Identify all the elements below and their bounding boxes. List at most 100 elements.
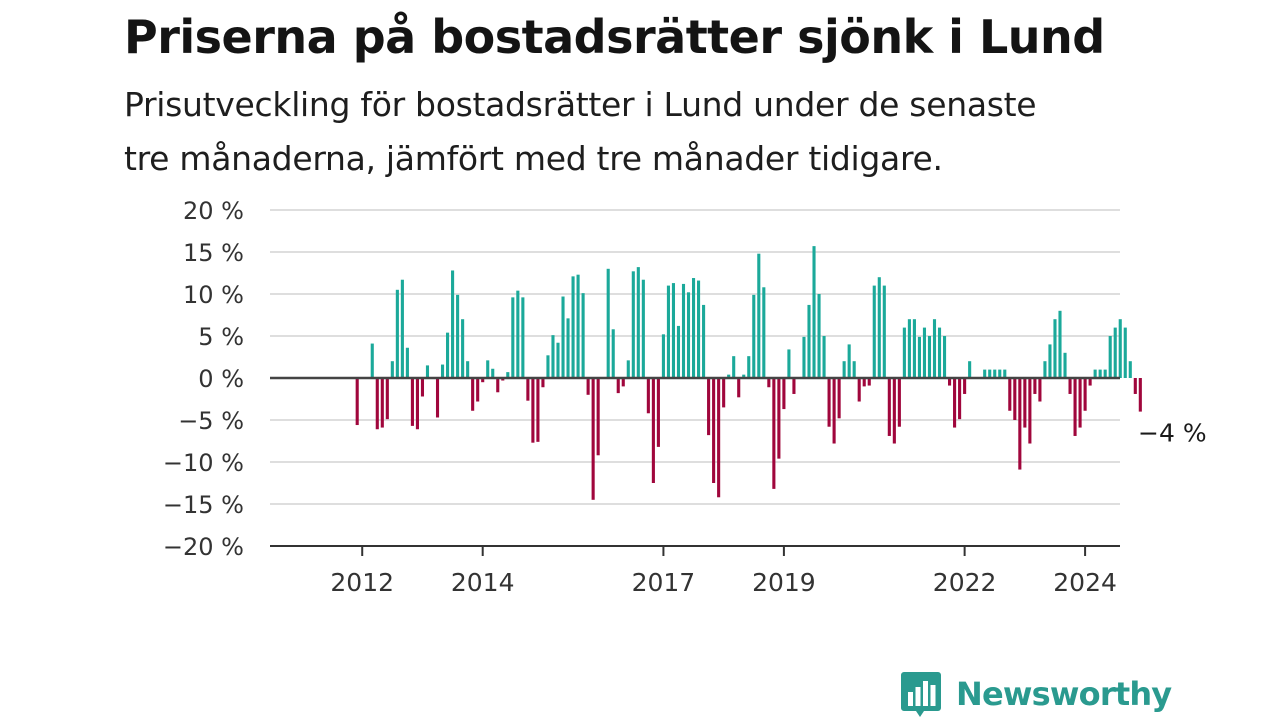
bar — [621, 378, 625, 387]
bar — [762, 287, 766, 378]
bar — [872, 285, 876, 378]
bar — [837, 378, 841, 419]
bar — [907, 319, 911, 378]
bar — [380, 378, 384, 428]
bar — [1093, 369, 1097, 378]
bar — [922, 327, 927, 378]
bar — [812, 246, 816, 378]
bar — [596, 378, 600, 456]
bar — [1108, 336, 1112, 378]
bar — [526, 378, 530, 401]
bar — [787, 349, 791, 378]
bar — [496, 378, 500, 393]
bar — [1138, 378, 1142, 412]
bar — [892, 378, 896, 444]
bar — [1053, 319, 1057, 378]
bar — [521, 297, 525, 378]
bar — [847, 344, 851, 378]
bar — [516, 290, 520, 378]
bar — [415, 378, 419, 430]
x-tick-label: 2019 — [752, 568, 816, 597]
bar — [676, 325, 681, 378]
bar — [631, 271, 635, 378]
last-value-label: −4 % — [1138, 419, 1207, 448]
bar — [551, 335, 555, 378]
bar — [576, 274, 580, 378]
bar — [400, 279, 404, 378]
bar — [1043, 361, 1047, 378]
bar — [1068, 378, 1072, 394]
bar — [1113, 327, 1117, 378]
bar — [410, 378, 414, 426]
bar — [1118, 319, 1122, 378]
annotations: −4 % — [1138, 419, 1207, 448]
x-tick-label: 2012 — [330, 568, 394, 597]
bar — [737, 378, 741, 398]
bar — [963, 378, 967, 394]
bar — [466, 361, 470, 378]
bar — [867, 378, 871, 386]
bar — [932, 319, 937, 378]
y-tick-label: 10 % — [183, 281, 244, 309]
bar — [681, 283, 686, 378]
bar — [722, 378, 726, 408]
bar — [611, 329, 615, 378]
bar — [566, 318, 570, 378]
bar — [541, 378, 545, 388]
bar — [1123, 327, 1127, 378]
bar — [586, 378, 590, 395]
bar — [937, 327, 942, 378]
bar — [953, 378, 957, 428]
bar — [435, 378, 440, 418]
bar — [481, 378, 485, 383]
bar — [822, 336, 826, 378]
bar — [456, 294, 460, 378]
y-tick-label: 0 % — [198, 365, 244, 393]
bar — [948, 378, 952, 386]
bar — [691, 278, 696, 378]
y-tick-label: −5 % — [178, 407, 244, 435]
bar — [983, 369, 987, 378]
bar — [1083, 378, 1087, 411]
bar — [1073, 378, 1077, 436]
bar — [772, 378, 776, 489]
bar — [1128, 361, 1132, 378]
bar — [1013, 378, 1017, 420]
bar — [656, 378, 660, 447]
y-tick-label: −15 % — [163, 491, 244, 519]
bar — [671, 283, 676, 378]
bar — [395, 289, 399, 378]
bar — [511, 297, 515, 378]
bar — [1078, 378, 1082, 428]
bar — [1048, 344, 1052, 378]
x-tick-label: 2022 — [933, 568, 997, 597]
newsworthy-logo: Newsworthy — [900, 668, 1172, 720]
bar — [666, 285, 670, 378]
bar — [958, 378, 962, 420]
bar — [712, 378, 716, 483]
bar — [616, 378, 620, 394]
bar — [777, 378, 781, 459]
bar — [451, 270, 455, 378]
y-tick-label: 5 % — [198, 323, 244, 351]
bar — [626, 360, 630, 378]
bar — [405, 347, 409, 378]
bar — [887, 378, 891, 436]
bar — [802, 336, 806, 378]
bar — [897, 378, 901, 427]
bar — [556, 342, 560, 378]
bar — [486, 360, 490, 378]
bar — [471, 378, 475, 411]
bar — [1008, 378, 1012, 411]
bar — [501, 378, 505, 381]
newsworthy-logo-text: Newsworthy — [956, 675, 1172, 713]
bar — [882, 285, 886, 378]
subtitle-line-2: tre månaderna, jämfört med tre månader t… — [124, 139, 943, 178]
bar — [1028, 378, 1032, 444]
bar — [686, 292, 691, 378]
bar — [817, 294, 821, 378]
bar — [355, 378, 359, 426]
x-tick-label: 2024 — [1053, 568, 1117, 597]
bar — [727, 374, 731, 378]
